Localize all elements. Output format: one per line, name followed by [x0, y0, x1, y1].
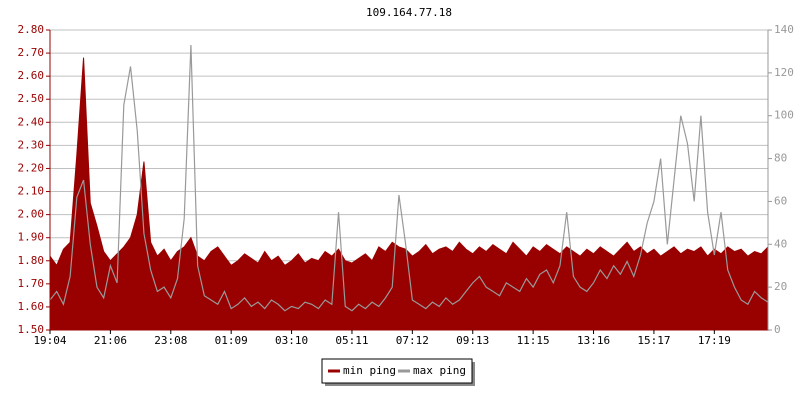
y2-tick-label: 60	[774, 194, 787, 207]
series-line	[49, 44, 769, 312]
y-tick-label: 2.50	[18, 92, 45, 105]
y2-tick-label: 40	[774, 237, 787, 250]
y-tick-label: 2.80	[18, 23, 45, 36]
x-tick-label: 15:17	[637, 334, 670, 347]
y-tick-label: 1.90	[18, 231, 45, 244]
y-tick-label: 2.30	[18, 138, 45, 151]
y-tick-label: 2.00	[18, 208, 45, 221]
y-tick-label: 2.10	[18, 185, 45, 198]
x-tick-label: 19:04	[33, 334, 66, 347]
x-tick-label: 21:06	[94, 334, 127, 347]
x-tick-label: 09:13	[456, 334, 489, 347]
y2-tick-label: 80	[774, 152, 787, 165]
legend: min ping max ping	[321, 358, 473, 384]
series-area	[49, 57, 769, 331]
legend-box	[321, 358, 473, 384]
y-tick-label: 1.60	[18, 300, 45, 313]
y2-tick-label: 0	[774, 323, 781, 336]
x-tick-label: 13:16	[577, 334, 610, 347]
chart-title: 109.164.77.18	[366, 6, 452, 19]
legend-label: min ping	[343, 364, 396, 377]
x-tick-label: 05:11	[335, 334, 368, 347]
y-tick-label: 1.80	[18, 254, 45, 267]
y-tick-label: 2.60	[18, 69, 45, 82]
legend-label: max ping	[413, 364, 466, 377]
x-tick-label: 17:19	[698, 334, 731, 347]
x-tick-label: 01:09	[215, 334, 248, 347]
x-tick-label: 03:10	[275, 334, 308, 347]
x-tick-label: 11:15	[517, 334, 550, 347]
y-tick-label: 2.20	[18, 161, 45, 174]
y-tick-label: 2.70	[18, 46, 45, 59]
y2-tick-label: 20	[774, 280, 787, 293]
y-tick-label: 1.50	[18, 323, 45, 336]
y2-tick-label: 120	[774, 66, 794, 79]
x-tick-label: 23:08	[154, 334, 187, 347]
y-tick-label: 1.70	[18, 277, 45, 290]
y-tick-label: 2.40	[18, 115, 45, 128]
y2-tick-label: 100	[774, 109, 794, 122]
x-tick-label: 07:12	[396, 334, 429, 347]
y2-tick-label: 140	[774, 23, 794, 36]
